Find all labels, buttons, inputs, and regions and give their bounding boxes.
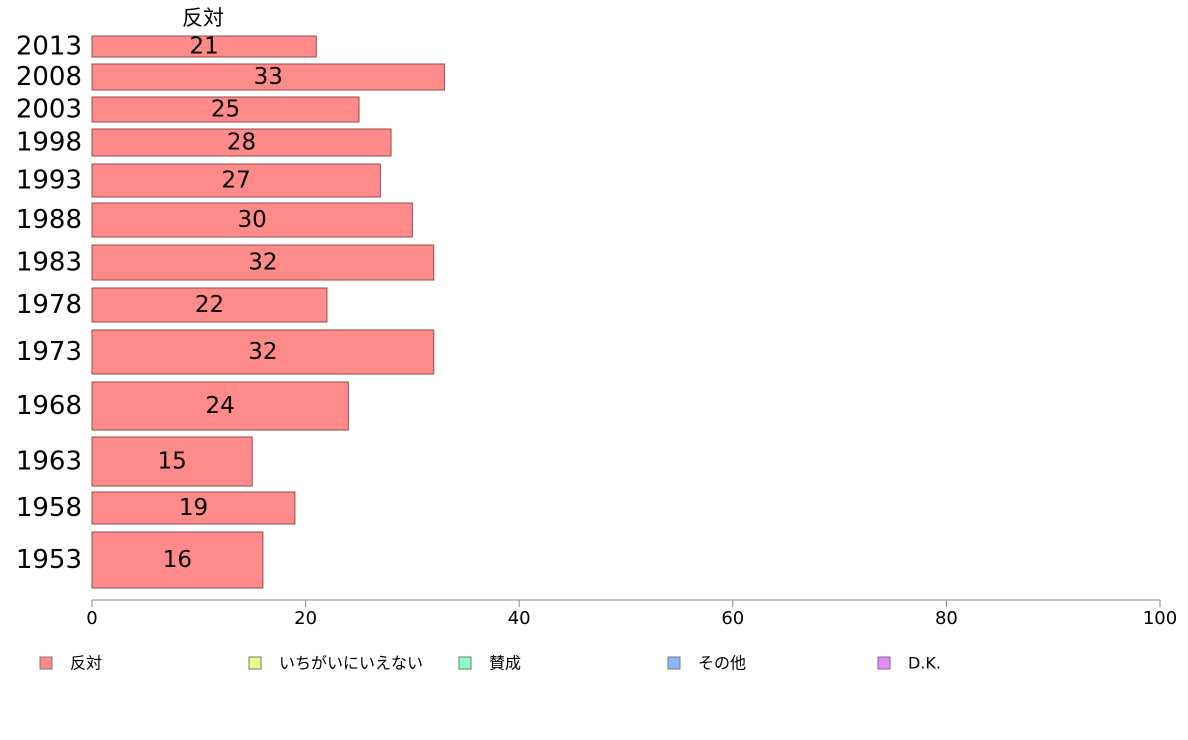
- legend-swatch: [667, 656, 681, 670]
- bar-value-label: 19: [179, 495, 208, 521]
- bar-value-label: 21: [189, 34, 218, 60]
- year-label: 1993: [16, 166, 82, 196]
- bar: [91, 96, 360, 123]
- legend-label: いちがいにいえない: [279, 654, 423, 673]
- x-tick-label: 40: [508, 608, 531, 629]
- bar: [91, 63, 445, 91]
- x-tick-label: 0: [86, 608, 97, 629]
- bar: [91, 163, 381, 198]
- legend-label: その他: [698, 654, 746, 673]
- year-label: 1958: [16, 493, 82, 523]
- bar: [91, 531, 264, 589]
- year-label: 2003: [16, 95, 82, 125]
- bar-value-label: 33: [254, 64, 283, 90]
- year-label: 2013: [16, 32, 82, 62]
- legend-label: D.K.: [908, 654, 941, 673]
- year-label: 2008: [16, 62, 82, 92]
- bar: [91, 329, 435, 375]
- year-label: 1988: [16, 205, 82, 235]
- year-label: 1998: [16, 128, 82, 158]
- x-tick-label: 100: [1143, 608, 1177, 629]
- legend-swatch: [877, 656, 891, 670]
- x-tick-label: 80: [935, 608, 958, 629]
- x-axis: 0 20 40 60 80 100: [86, 599, 1177, 629]
- bars-group: 2013 21 2008 33 2003 25 1998 28 1993 27 1988 30 1983…: [16, 32, 445, 589]
- bar: [91, 202, 413, 238]
- bar-value-label: 22: [195, 292, 224, 318]
- legend-label: 賛成: [489, 654, 521, 673]
- bar: [91, 287, 328, 323]
- bar-value-label: 16: [163, 547, 192, 573]
- bar: [91, 436, 253, 487]
- bar: [91, 128, 392, 157]
- year-label: 1963: [16, 447, 82, 477]
- bar: [91, 491, 296, 525]
- bar-value-label: 25: [211, 97, 240, 123]
- year-label: 1978: [16, 290, 82, 320]
- x-tick-label: 60: [721, 608, 744, 629]
- bar: [91, 35, 317, 58]
- bar-value-label: 30: [238, 207, 267, 233]
- legend-label: 反対: [70, 654, 102, 673]
- legend-swatch: [39, 656, 53, 670]
- legend-swatch: [458, 656, 472, 670]
- legend-swatch: [248, 656, 262, 670]
- bar: [91, 244, 435, 281]
- bar: [91, 381, 349, 431]
- series-header: 反対: [182, 6, 224, 30]
- bar-value-label: 15: [157, 449, 186, 475]
- year-label: 1968: [16, 391, 82, 421]
- bar-value-label: 32: [248, 339, 277, 365]
- bar-value-label: 32: [248, 250, 277, 276]
- series-header-group: 反対: [182, 6, 224, 30]
- year-label: 1973: [16, 337, 82, 367]
- year-label: 1953: [16, 545, 82, 575]
- bar-value-label: 27: [222, 168, 251, 194]
- x-tick-label: 20: [294, 608, 317, 629]
- bar-value-label: 28: [227, 130, 256, 156]
- legend: 反対 いちがいにいえない 賛成 その他 D.K.: [39, 654, 941, 673]
- year-label: 1983: [16, 248, 82, 278]
- bar-value-label: 24: [206, 393, 235, 419]
